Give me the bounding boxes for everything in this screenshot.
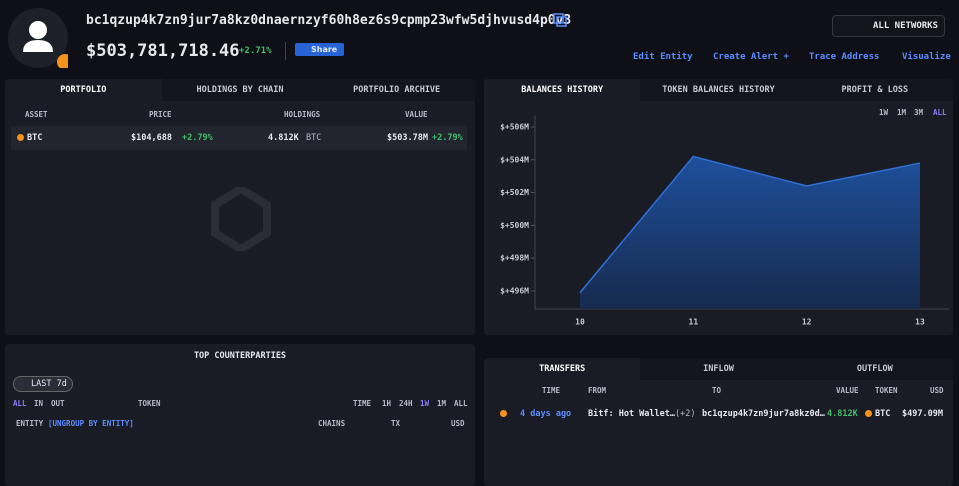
- column-header: ENTITY: [16, 419, 44, 428]
- transfer-token: BTC: [875, 409, 891, 419]
- ungroup-link[interactable]: [UNGROUP BY ENTITY]: [48, 419, 134, 428]
- column-header[interactable]: FROM: [588, 386, 607, 395]
- price: $104,688: [131, 133, 172, 143]
- column-header: CHAINS: [318, 419, 346, 428]
- y-tick-label: $+504M: [500, 155, 529, 164]
- column-header: USD: [451, 419, 465, 428]
- column-header[interactable]: PRICE: [149, 110, 172, 119]
- asset: BTC: [27, 133, 43, 143]
- token-icon: [865, 410, 872, 417]
- column-header[interactable]: VALUE: [836, 386, 859, 395]
- portfolio-panel: PORTFOLIO HOLDINGS BY CHAIN PORTFOLIO AR…: [5, 79, 475, 335]
- action-visualize[interactable]: Visualize: [902, 52, 951, 62]
- x-tick-label: 10: [575, 318, 585, 327]
- column-header[interactable]: VALUE: [405, 110, 428, 119]
- watermark: [211, 187, 271, 251]
- btc-icon: [17, 134, 24, 141]
- asset-row[interactable]: BTC $104,688 +2.79% 4.812K BTC $503.78M …: [11, 126, 467, 150]
- address: bc1qzup4k7zn9jur7a8kz0dnaernzyf60h8ez6s9…: [86, 13, 572, 28]
- column-header[interactable]: TO: [712, 386, 722, 395]
- range-button[interactable]: 1M: [897, 108, 907, 117]
- y-tick-label: $+496M: [500, 286, 529, 295]
- tab[interactable]: PORTFOLIO ARCHIVE: [353, 85, 441, 95]
- tab-bar: TRANSFERS INFLOW OUTFLOW: [484, 358, 953, 380]
- range-button[interactable]: ALL: [933, 108, 947, 117]
- network-selector[interactable]: ALL NETWORKS: [832, 15, 945, 37]
- transfer-to[interactable]: bc1qzup4k7zn9jur7a8kz0d…: [702, 409, 825, 419]
- range-button[interactable]: 1H: [382, 399, 392, 408]
- chart: $+496M $+498M $+500M $+502M $+504M $+506M 10 11…: [500, 115, 949, 327]
- column-header[interactable]: TOKEN: [875, 386, 898, 395]
- tab-bar: BALANCES HISTORY TOKEN BALANCES HISTORY …: [484, 79, 953, 101]
- tab[interactable]: HOLDINGS BY CHAIN: [196, 85, 284, 95]
- x-tick-label: 13: [915, 318, 925, 327]
- tab[interactable]: INFLOW: [703, 364, 734, 374]
- tab[interactable]: TRANSFERS: [484, 358, 641, 380]
- value-change: +2.79%: [432, 133, 463, 143]
- network-label: ALL NETWORKS: [873, 21, 939, 31]
- line: [579, 155, 921, 294]
- balance-change: +2.71%: [239, 46, 272, 56]
- y-tick-label: $+502M: [500, 188, 529, 197]
- range-button[interactable]: 1W: [420, 399, 430, 408]
- x-tick-label: 11: [689, 318, 699, 327]
- range-button[interactable]: 3M: [914, 108, 924, 117]
- area: [580, 156, 920, 309]
- x-tick-label: 12: [802, 318, 812, 327]
- transfer-from[interactable]: Bitf: Hot Wallet…: [588, 409, 675, 419]
- y-tick-label: $+506M: [500, 122, 529, 131]
- direction-button[interactable]: IN: [34, 399, 44, 408]
- direction-button[interactable]: OUT: [51, 399, 65, 408]
- range-button[interactable]: 1M: [437, 399, 447, 408]
- transfer-value: 4.812K: [827, 409, 858, 419]
- token-filter[interactable]: TOKEN: [138, 399, 161, 408]
- copy-button[interactable]: [552, 12, 568, 28]
- column-header[interactable]: TIME: [542, 386, 561, 395]
- balance: $503,781,718.46: [86, 41, 240, 61]
- transfer-from-extra[interactable]: (+2): [675, 409, 696, 419]
- direction-button[interactable]: ALL: [13, 399, 27, 408]
- action-create-alert[interactable]: Create Alert +: [713, 52, 789, 62]
- time-filter[interactable]: TIME: [353, 399, 372, 408]
- column-header[interactable]: USD: [930, 386, 944, 395]
- y-tick-label: $+498M: [500, 254, 529, 263]
- transfer-time[interactable]: 4 days ago: [520, 409, 572, 419]
- range-button[interactable]: 24H: [399, 399, 413, 408]
- price-change: +2.79%: [182, 133, 213, 143]
- value: $503.78M: [387, 133, 428, 143]
- y-tick-label: $+500M: [500, 221, 529, 230]
- share-button[interactable]: Share: [295, 43, 345, 56]
- tab[interactable]: OUTFLOW: [856, 364, 893, 374]
- column-header: TX: [391, 419, 401, 428]
- transfer-usd: $497.09M: [902, 409, 943, 419]
- column-header[interactable]: ASSET: [25, 110, 48, 119]
- panel-title: TOP COUNTERPARTIES: [193, 351, 287, 361]
- range-button[interactable]: ALL: [454, 399, 468, 408]
- counterparties-panel: TOP COUNTERPARTIES LAST 7d ALL IN OUT TO…: [5, 344, 475, 486]
- tab[interactable]: BALANCES HISTORY: [484, 79, 641, 101]
- divider: [285, 42, 286, 60]
- chain-icon: [500, 410, 507, 417]
- tab[interactable]: PORTFOLIO: [5, 79, 162, 101]
- holdings: 4.812K: [268, 133, 299, 143]
- tab-bar: PORTFOLIO HOLDINGS BY CHAIN PORTFOLIO AR…: [5, 79, 475, 101]
- column-header[interactable]: HOLDINGS: [284, 110, 321, 119]
- tab[interactable]: PROFIT & LOSS: [841, 85, 909, 95]
- range-button[interactable]: 1W: [879, 108, 889, 117]
- avatar: [8, 8, 73, 70]
- holdings-unit: BTC: [306, 133, 322, 143]
- balances-panel: BALANCES HISTORY TOKEN BALANCES HISTORY …: [484, 79, 953, 335]
- filter-chip[interactable]: LAST 7d: [13, 376, 73, 392]
- action-edit-entity[interactable]: Edit Entity: [633, 52, 693, 62]
- tab[interactable]: TOKEN BALANCES HISTORY: [662, 85, 775, 95]
- action-trace-address[interactable]: Trace Address: [809, 52, 880, 62]
- transfers-panel: TRANSFERS INFLOW OUTFLOW TIME FROM TO VA…: [484, 358, 953, 486]
